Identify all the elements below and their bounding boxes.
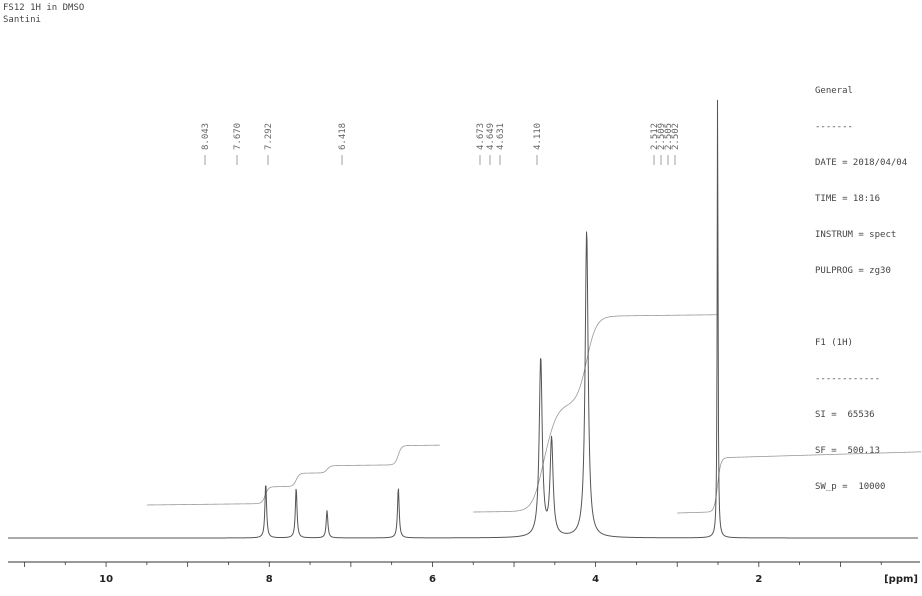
peak-label: 4.673 xyxy=(476,123,486,150)
peak-label: 2.512 xyxy=(650,123,660,150)
integral-curves xyxy=(146,314,922,514)
params-instrum: INSTRUM = spect xyxy=(815,230,897,240)
params-pulprog: PULPROG = zg30 xyxy=(815,266,891,276)
peak-label: 4.110 xyxy=(533,123,543,150)
operator-name: Santini xyxy=(3,15,41,25)
params-general-title: General xyxy=(815,86,853,96)
integral-curve xyxy=(473,314,718,513)
peak-label: 2.505 xyxy=(664,123,674,150)
peak-label: 8.043 xyxy=(201,123,211,150)
params-swp: SW_p = 10000 xyxy=(815,482,886,492)
params-date: DATE = 2018/04/04 xyxy=(815,158,908,168)
params-si: SI = 65536 xyxy=(815,410,875,420)
x-tick-label: 4 xyxy=(592,574,599,585)
x-tick-label: 10 xyxy=(99,574,113,585)
spectrum-header: FS12 1H in DMSO Santini xyxy=(3,2,84,26)
x-axis-label: [ppm] xyxy=(884,574,918,585)
params-f1-title: F1 (1H) xyxy=(815,338,853,348)
peak-label: 7.670 xyxy=(233,123,243,150)
integral-curve xyxy=(677,451,922,514)
peak-label: 6.418 xyxy=(338,123,348,150)
params-sf: SF = 500.13 xyxy=(815,446,881,456)
spectrum-trace-group xyxy=(8,99,918,539)
x-tick-label: 6 xyxy=(429,574,436,585)
peak-label: 2.502 xyxy=(671,123,681,150)
params-general-rule: ------- xyxy=(815,122,853,132)
x-axis: 10 8 6 4 2 [ppm] xyxy=(8,561,920,585)
sample-title: FS12 1H in DMSO xyxy=(3,3,85,13)
x-tick-label: 2 xyxy=(755,574,762,585)
peak-labels: 8.043 7.670 7.292 6.418 4.673 4.649 4.631 4.110… xyxy=(201,123,681,165)
peak-label: 7.292 xyxy=(264,123,274,150)
params-f1-rule: ------------ xyxy=(815,374,881,384)
params-time: TIME = 18:16 xyxy=(815,194,881,204)
peak-label: 4.631 xyxy=(496,123,506,150)
peak-label: 4.649 xyxy=(486,123,496,150)
acquisition-parameters: General ------- DATE = 2018/04/04 TIME =… xyxy=(815,61,907,505)
spectrum-trace xyxy=(8,99,918,539)
peak-label: 2.509 xyxy=(657,123,667,150)
integral-curve xyxy=(146,444,440,506)
x-tick-label: 8 xyxy=(266,574,273,585)
